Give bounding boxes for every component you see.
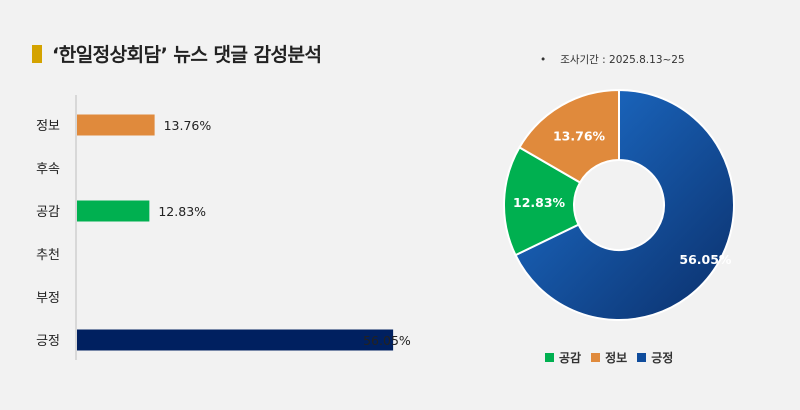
title-marker: [32, 44, 42, 63]
legend-label: 긍정: [651, 351, 674, 365]
y-tick-label: 후속: [36, 162, 60, 177]
bar-value-label: 13.76%: [164, 118, 212, 133]
chart-title: ‘한일정상회담’ 뉴스 댓글 감성분석: [52, 44, 322, 66]
donut-slice: [514, 88, 735, 321]
legend-item: 공감: [545, 349, 581, 366]
bar-value-label: 56.05%: [363, 333, 411, 348]
legend-label: 공감: [559, 351, 582, 365]
survey-period: • 조사기간 : 2025.8.13~25: [540, 52, 685, 67]
legend-swatch: [591, 353, 601, 362]
period-bullet: •: [540, 54, 547, 66]
bar-value-label: 12.83%: [158, 204, 206, 219]
bar: [77, 329, 394, 351]
donut-legend: 공감 정보 긍정: [545, 349, 673, 366]
legend-swatch: [545, 353, 554, 362]
donut-slice: [518, 88, 620, 184]
legend-swatch: [637, 353, 647, 362]
legend-item: 긍정: [637, 349, 673, 366]
y-tick-label: 긍정: [36, 334, 60, 349]
donut-value-label: 13.76%: [553, 129, 606, 144]
donut-value-label: 56.05%: [679, 252, 732, 267]
bar: [77, 114, 155, 136]
donut-value-label: 12.83%: [513, 195, 566, 210]
legend-item: 정보: [591, 349, 627, 366]
y-tick-label: 부정: [36, 291, 60, 306]
donut-slice: [503, 146, 582, 257]
bar: [77, 200, 150, 222]
legend-label: 정보: [605, 351, 628, 365]
y-tick-label: 공감: [36, 205, 60, 220]
title-block: ‘한일정상회담’ 뉴스 댓글 감성분석: [32, 40, 322, 67]
y-tick-label: 정보: [36, 119, 60, 134]
period-text: 조사기간 : 2025.8.13~25: [560, 54, 685, 66]
y-tick-label: 추천: [36, 248, 60, 263]
donut-chart: 56.05% 12.83% 13.76%: [503, 88, 735, 321]
